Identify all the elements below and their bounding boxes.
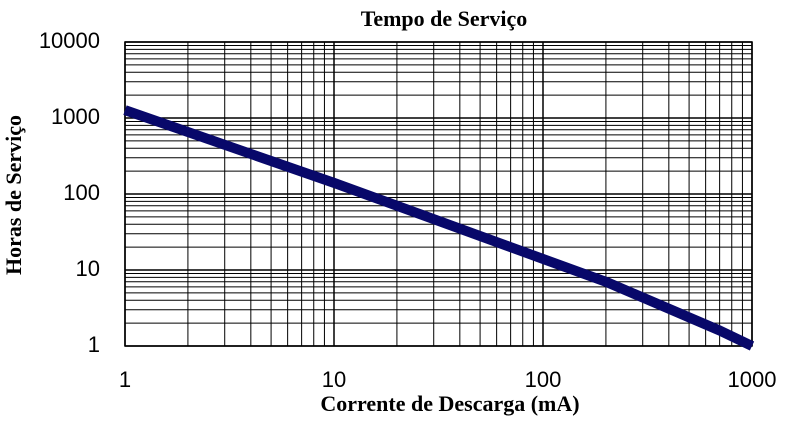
- chart-title: Tempo de Serviço: [361, 6, 528, 31]
- x-tick-label: 1000: [728, 367, 777, 392]
- plot-frame: [124, 41, 753, 347]
- x-tick-label: 1: [119, 367, 131, 392]
- y-tick-label: 100: [63, 180, 100, 205]
- y-tick-label: 10000: [39, 28, 100, 53]
- data-line: [123, 105, 755, 351]
- y-tick-label: 1000: [51, 104, 100, 129]
- y-tick-label: 10: [76, 256, 100, 281]
- x-axis-label: Corrente de Descarga (mA): [320, 391, 579, 416]
- y-axis-label: Horas de Serviço: [1, 115, 26, 275]
- x-tick-label: 100: [525, 367, 562, 392]
- y-tick-label: 1: [88, 332, 100, 357]
- x-tick-label: 10: [322, 367, 346, 392]
